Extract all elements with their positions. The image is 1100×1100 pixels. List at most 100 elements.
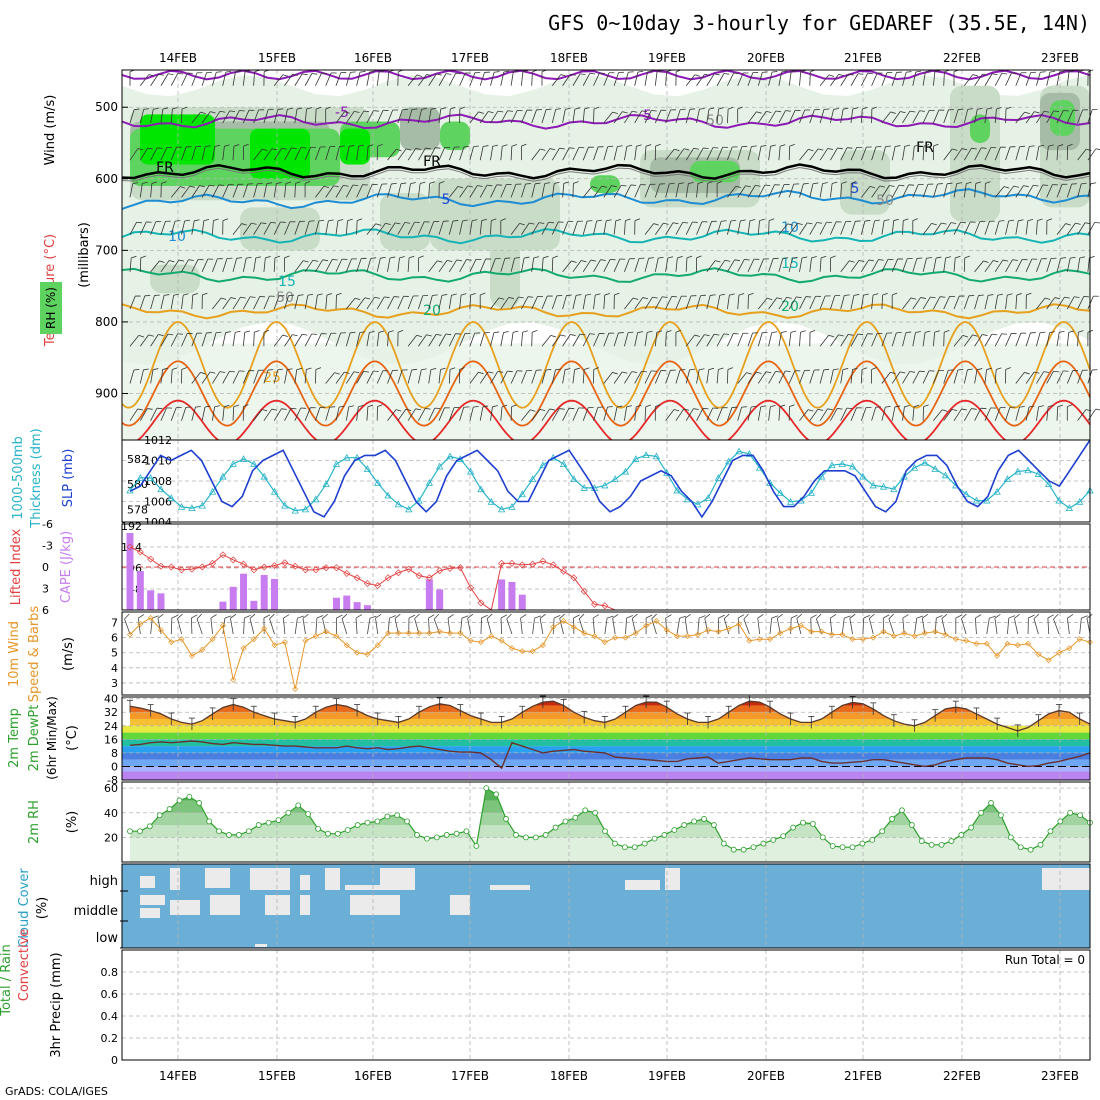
- barb-flag: [999, 220, 1005, 222]
- barb-staff: [1036, 111, 1045, 124]
- wind-barb: [696, 181, 704, 198]
- wind-barb: [593, 293, 601, 310]
- wind-barb: [1005, 259, 1018, 273]
- barb-flag: [904, 405, 910, 408]
- barb-flag: [745, 185, 751, 188]
- cape-bar: [136, 571, 144, 610]
- rh-dark-region: [400, 107, 440, 151]
- wind-barb: [654, 256, 664, 272]
- barb-flag: [651, 110, 657, 112]
- barb-staff: [253, 370, 259, 384]
- wind-barb: [407, 334, 423, 347]
- barb-flag: [771, 71, 778, 73]
- barb-flag: [291, 147, 297, 150]
- wind-barb: [593, 367, 599, 384]
- barb-staff: [922, 184, 929, 198]
- barb-flag: [669, 182, 675, 185]
- wind-barb: [603, 372, 618, 384]
- barb-staff: [654, 370, 662, 384]
- wind-speed-point: [1004, 640, 1011, 647]
- barb-flag: [888, 258, 894, 261]
- barb-staff: [943, 109, 949, 124]
- wind-barb: [984, 107, 993, 124]
- barb-staff: [881, 220, 885, 235]
- wind-barb: [428, 368, 437, 384]
- cape-bar: [436, 589, 444, 610]
- wind-barb: [830, 334, 844, 347]
- barb-staff: [284, 408, 292, 421]
- barb-flag: [641, 110, 648, 112]
- barb-flag: [828, 74, 835, 77]
- barb-staff: [1005, 146, 1011, 161]
- barb-staff: [191, 72, 198, 86]
- barb-flag: [1083, 296, 1090, 298]
- cape-bar: [240, 573, 248, 610]
- barb-staff: [696, 147, 704, 161]
- barb-flag: [214, 144, 221, 147]
- barb-flag: [807, 222, 813, 225]
- barb-staff: [150, 260, 160, 273]
- barb-flag: [447, 614, 454, 619]
- barb-staff: [603, 146, 609, 161]
- barb-flag: [183, 293, 189, 296]
- barb-staff: [788, 223, 798, 235]
- barb-flag: [652, 296, 658, 299]
- lifted-index-point: [456, 564, 464, 572]
- wind-barb: [170, 614, 179, 635]
- wind-barb: [448, 72, 462, 86]
- barb-flag: [1009, 406, 1016, 408]
- wind-barb: [212, 371, 226, 384]
- barb-flag: [323, 185, 330, 189]
- barb-flag: [694, 74, 701, 77]
- wind-barb: [1015, 372, 1030, 384]
- rh-point: [156, 812, 163, 819]
- cape-bar: [271, 578, 279, 610]
- barb-flag: [251, 222, 257, 225]
- barb-flag: [587, 220, 593, 222]
- barb-flag: [530, 409, 536, 412]
- rh-point: [819, 834, 826, 841]
- barb-staff: [506, 618, 513, 635]
- barb-flag: [863, 614, 871, 619]
- barb-flag: [233, 404, 239, 408]
- barb-staff: [912, 110, 920, 124]
- barb-flag: [731, 406, 738, 408]
- lifted-index-point: [446, 564, 454, 572]
- barb-flag: [362, 184, 368, 186]
- wind-barb: [727, 259, 740, 273]
- barb-flag: [445, 73, 452, 75]
- wind-barb: [613, 111, 628, 124]
- barb-staff: [201, 185, 210, 198]
- wind-barb: [177, 613, 183, 635]
- wind-barb: [1046, 70, 1056, 86]
- wind-barb: [302, 613, 309, 635]
- barb-staff: [304, 147, 311, 161]
- barb-flag: [549, 408, 555, 411]
- warm-isotherm: [121, 399, 1091, 445]
- thickness-point: [983, 496, 991, 504]
- barb-staff: [170, 259, 180, 273]
- barb-flag: [224, 404, 230, 408]
- wind-barb: [541, 255, 549, 272]
- wind-barb: [551, 147, 565, 161]
- wind-speed-point: [312, 633, 319, 640]
- wind-barb: [170, 220, 181, 235]
- barb-staff: [994, 369, 997, 384]
- barb-staff: [479, 406, 484, 421]
- wind-barb: [963, 221, 976, 235]
- barb-flag: [224, 144, 230, 147]
- barb-staff: [922, 258, 927, 272]
- wind-barb: [809, 295, 821, 310]
- wind-barb: [242, 256, 252, 272]
- barb-staff: [428, 618, 430, 635]
- barb-flag: [922, 613, 929, 619]
- barb-flag: [568, 407, 575, 410]
- barb-staff: [1005, 185, 1015, 198]
- contour-label: FR: [156, 160, 174, 176]
- wind-barb: [551, 295, 563, 310]
- wind-barb: [994, 333, 1007, 347]
- barb-flag: [688, 181, 694, 184]
- wind-speed-point: [147, 615, 154, 622]
- wind-barb: [263, 369, 274, 384]
- barb-staff: [953, 183, 958, 198]
